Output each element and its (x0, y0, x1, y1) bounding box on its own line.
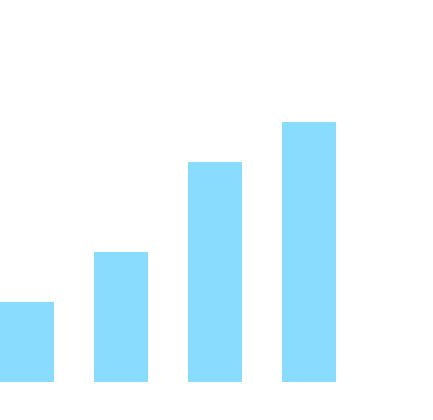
bar-2 (94, 252, 148, 382)
bar-4 (282, 122, 336, 382)
bar-3 (188, 162, 242, 382)
bar-1 (0, 302, 54, 382)
bars-group (0, 122, 336, 382)
